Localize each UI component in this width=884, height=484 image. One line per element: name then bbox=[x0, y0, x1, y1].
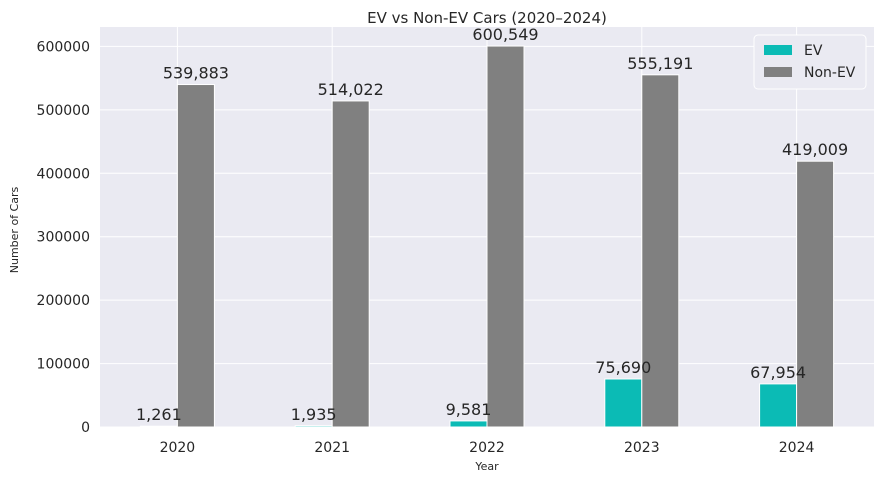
x-tick-label: 2023 bbox=[624, 440, 660, 456]
y-axis-label: Number of Cars bbox=[8, 187, 21, 274]
bar-non-ev bbox=[641, 74, 680, 428]
y-tick-label: 100000 bbox=[37, 357, 90, 373]
bar-ev bbox=[139, 425, 178, 428]
bar-value-label: 1,935 bbox=[291, 405, 337, 424]
x-axis: 2020 2021 2022 2023 2024 bbox=[160, 440, 815, 456]
x-tick-label: 2020 bbox=[160, 440, 196, 456]
bar-value-label: 555,191 bbox=[627, 54, 693, 73]
bar-labels: 1,261 1,935 9,581 75,690 67,954 539,883 514,02… bbox=[136, 25, 848, 424]
y-tick-label: 400000 bbox=[37, 166, 90, 182]
bar-ev bbox=[449, 420, 488, 428]
bar-value-label: 419,009 bbox=[782, 140, 848, 159]
legend-swatch-ev bbox=[764, 45, 792, 55]
y-tick-label: 500000 bbox=[37, 103, 90, 119]
bar-non-ev bbox=[176, 84, 215, 428]
legend-label-non-ev: Non-EV bbox=[804, 65, 856, 81]
y-tick-label: 0 bbox=[81, 420, 90, 436]
y-tick-label: 200000 bbox=[37, 293, 90, 309]
bar-value-label: 75,690 bbox=[595, 358, 651, 377]
bars bbox=[139, 45, 835, 428]
bar-value-label: 600,549 bbox=[472, 25, 538, 44]
bar-non-ev bbox=[486, 45, 525, 428]
y-tick-label: 300000 bbox=[37, 230, 90, 246]
bar-value-label: 9,581 bbox=[446, 400, 492, 419]
x-tick-label: 2024 bbox=[779, 440, 815, 456]
bar-value-label: 539,883 bbox=[163, 64, 229, 83]
bar-ev bbox=[294, 425, 333, 428]
bar-value-label: 1,261 bbox=[136, 405, 182, 424]
legend-label-ev: EV bbox=[804, 43, 823, 59]
bar-ev bbox=[604, 378, 643, 428]
bar-value-label: 514,022 bbox=[318, 80, 384, 99]
y-tick-label: 600000 bbox=[37, 39, 90, 55]
bar-value-label: 67,954 bbox=[750, 363, 806, 382]
bar-non-ev bbox=[331, 100, 370, 428]
bar-non-ev bbox=[796, 160, 835, 428]
chart-title: EV vs Non-EV Cars (2020–2024) bbox=[367, 9, 607, 27]
legend-swatch-non-ev bbox=[764, 67, 792, 77]
y-axis: 0 100000 200000 300000 400000 500000 600000 bbox=[37, 39, 90, 436]
x-tick-label: 2022 bbox=[469, 440, 505, 456]
x-axis-label: Year bbox=[474, 460, 499, 473]
x-tick-label: 2021 bbox=[314, 440, 350, 456]
legend: EV Non-EV bbox=[753, 34, 867, 90]
bar-ev bbox=[759, 383, 798, 428]
